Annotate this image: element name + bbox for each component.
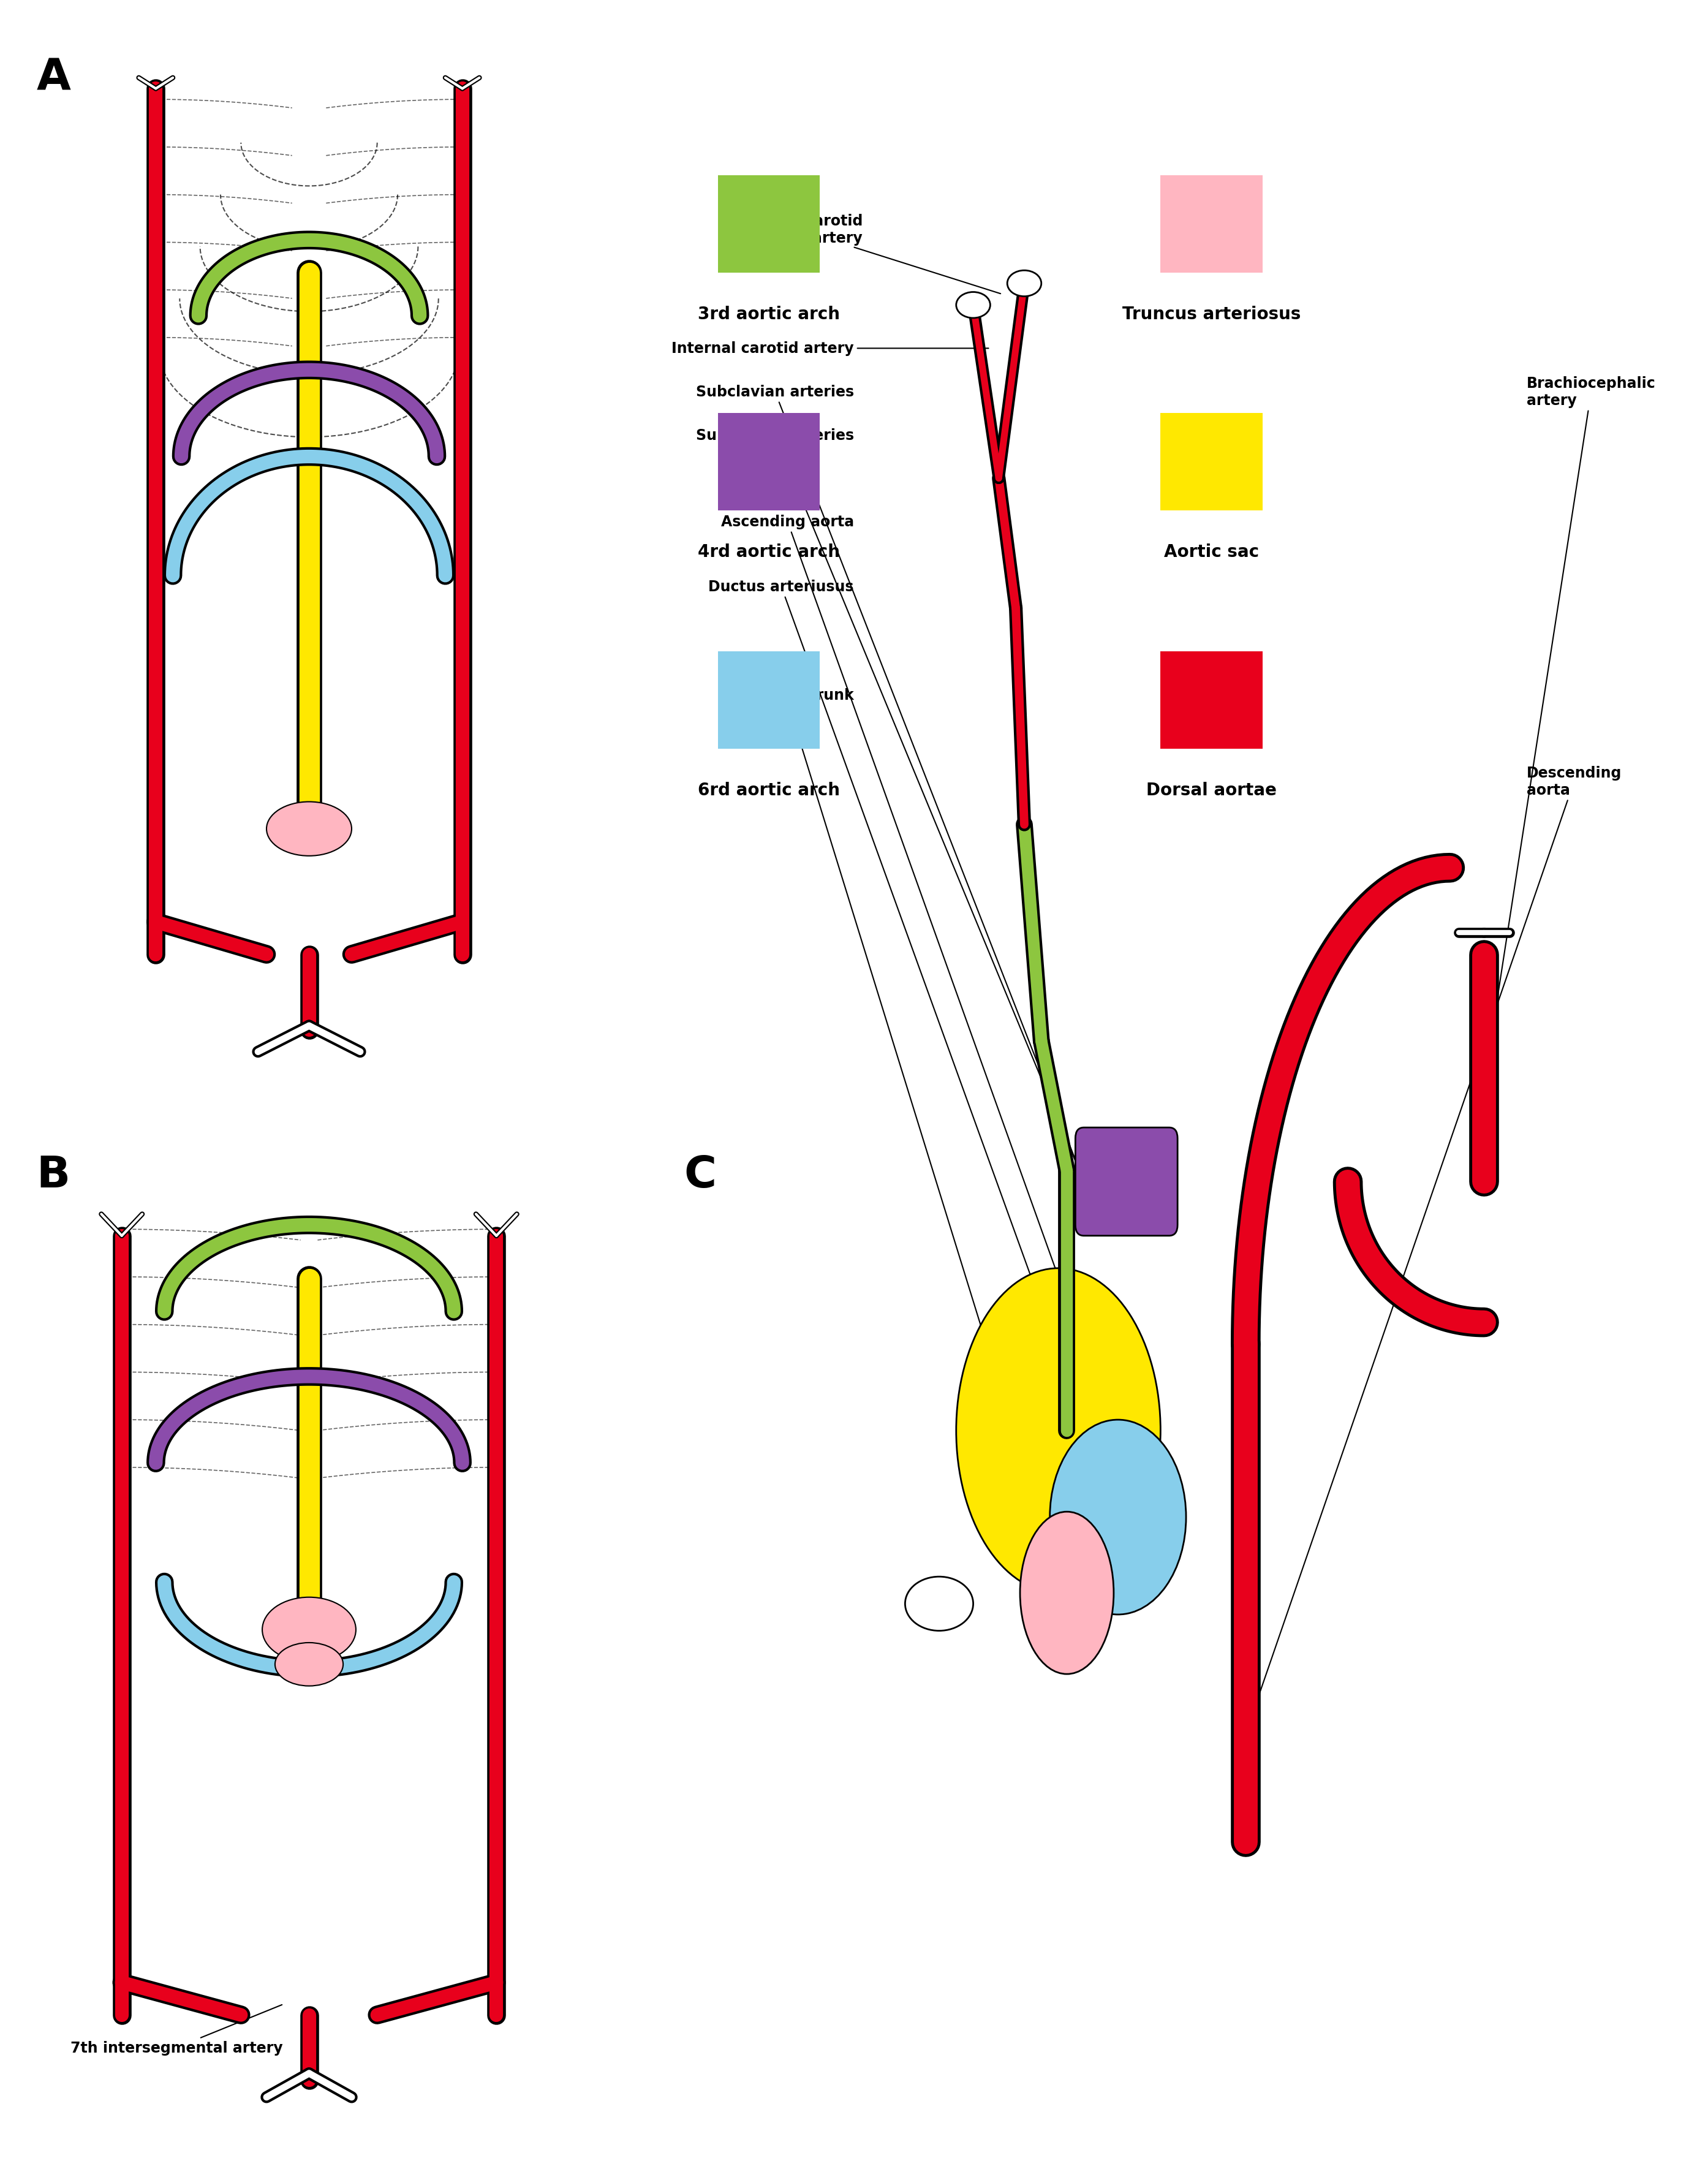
FancyBboxPatch shape — [717, 414, 820, 512]
Ellipse shape — [956, 1269, 1160, 1592]
Text: B: B — [36, 1154, 70, 1195]
Text: 3rd aortic arch: 3rd aortic arch — [699, 306, 840, 323]
Ellipse shape — [1050, 1421, 1185, 1614]
Text: External carotid
artery: External carotid artery — [731, 215, 1001, 295]
Ellipse shape — [263, 1596, 355, 1661]
Ellipse shape — [956, 293, 991, 319]
Ellipse shape — [1020, 1512, 1114, 1674]
Text: Ascending aorta: Ascending aorta — [721, 514, 1066, 1299]
Text: Aortic sac: Aortic sac — [1165, 544, 1259, 560]
Text: Subclavian arteries: Subclavian arteries — [695, 427, 1083, 1180]
Text: Descending
aorta: Descending aorta — [1247, 766, 1623, 1733]
Text: C: C — [683, 1154, 716, 1195]
Ellipse shape — [1008, 271, 1042, 297]
Text: Brachiocephalic
artery: Brachiocephalic artery — [1484, 375, 1655, 1082]
Text: A: A — [36, 56, 70, 100]
Text: 7th intersegmental artery: 7th intersegmental artery — [70, 2004, 284, 2054]
FancyBboxPatch shape — [717, 176, 820, 273]
Text: Subclavian arteries: Subclavian arteries — [695, 384, 1083, 1180]
Ellipse shape — [266, 803, 352, 857]
Text: Pulmonary trunk: Pulmonary trunk — [717, 688, 1066, 1603]
Ellipse shape — [275, 1642, 343, 1685]
Text: 4rd aortic arch: 4rd aortic arch — [699, 544, 840, 560]
FancyBboxPatch shape — [1076, 1128, 1177, 1236]
Text: Truncus arteriosus: Truncus arteriosus — [1122, 306, 1301, 323]
FancyBboxPatch shape — [1160, 176, 1262, 273]
FancyBboxPatch shape — [1160, 651, 1262, 748]
FancyBboxPatch shape — [717, 651, 820, 748]
Text: 6rd aortic arch: 6rd aortic arch — [699, 781, 840, 798]
Text: Internal carotid artery: Internal carotid artery — [671, 341, 989, 356]
FancyBboxPatch shape — [1160, 414, 1262, 512]
Ellipse shape — [905, 1577, 974, 1631]
Text: Ductus arteriusus: Ductus arteriusus — [709, 579, 1117, 1516]
Text: Dorsal aortae: Dorsal aortae — [1146, 781, 1278, 798]
